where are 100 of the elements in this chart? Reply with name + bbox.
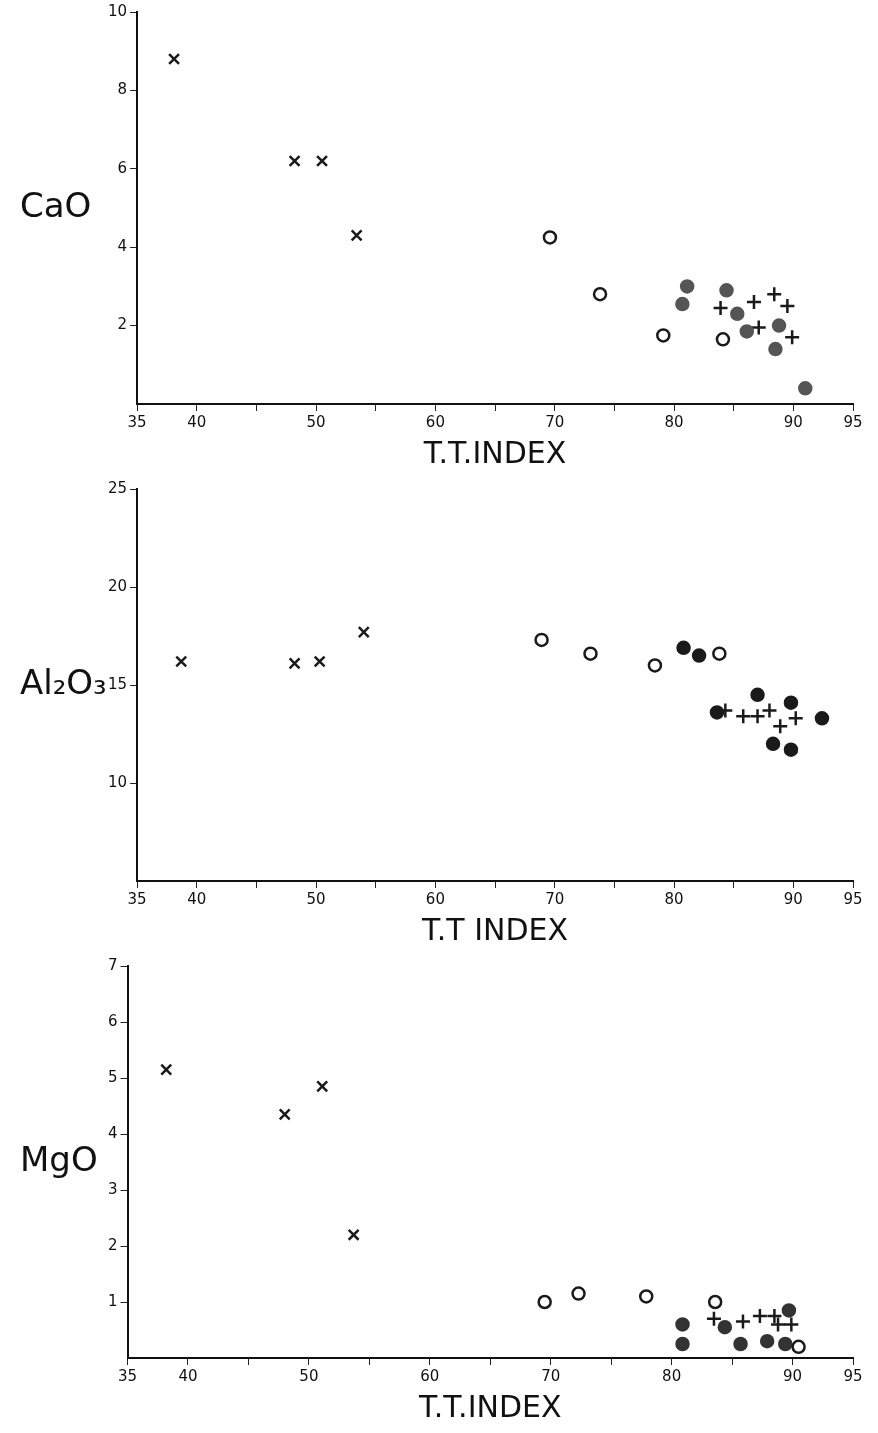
point xyxy=(814,711,830,726)
point xyxy=(750,319,767,336)
point xyxy=(679,279,695,294)
x-tick-label: 70 xyxy=(545,412,565,431)
point xyxy=(745,293,763,311)
x-axis-title: T.T.INDEX xyxy=(422,434,567,470)
point xyxy=(771,717,789,735)
point xyxy=(705,1310,723,1328)
point xyxy=(733,1336,748,1352)
point xyxy=(734,1313,752,1330)
y-axis-title: MgO xyxy=(20,1138,98,1179)
x-tick-label: 40 xyxy=(187,889,207,908)
x-axis-title: T.T INDEX xyxy=(421,911,569,947)
point xyxy=(750,687,765,703)
point xyxy=(647,658,663,673)
point xyxy=(766,285,783,303)
point xyxy=(592,286,608,302)
point xyxy=(347,1228,360,1241)
y-tick-label: 6 xyxy=(117,158,128,177)
point xyxy=(739,324,755,339)
x-tick-label: 60 xyxy=(425,889,445,908)
point xyxy=(313,655,326,668)
y-tick-label: 3 xyxy=(108,1179,118,1198)
y-tick-label: 15 xyxy=(107,674,128,693)
point xyxy=(350,229,363,242)
y-tick-label: 4 xyxy=(117,237,128,256)
x-tick-label: 50 xyxy=(306,412,326,431)
y-tick-label: 4 xyxy=(108,1123,118,1142)
y-tick-label: 10 xyxy=(107,1,128,20)
x-tick-label: 80 xyxy=(664,412,684,431)
y-tick-label: 7 xyxy=(108,955,118,974)
x-tick-label: 95 xyxy=(843,412,863,431)
x-tick-label: 60 xyxy=(425,412,445,431)
x-axis-title: T.T.INDEX xyxy=(418,1388,562,1424)
point xyxy=(783,695,799,710)
point xyxy=(717,1319,733,1335)
y-axis-title: CaO xyxy=(20,184,92,225)
x-tick-label: 40 xyxy=(178,1366,198,1385)
point xyxy=(712,299,729,317)
point xyxy=(709,705,725,720)
point xyxy=(583,646,598,661)
x-tick-label: 35 xyxy=(127,889,147,908)
x-tick-label: 50 xyxy=(306,889,326,908)
point xyxy=(771,318,787,333)
point xyxy=(675,1317,690,1332)
point xyxy=(707,1294,723,1310)
point xyxy=(719,283,734,298)
y-tick-label: 8 xyxy=(117,80,128,99)
y-tick-label: 6 xyxy=(108,1011,118,1030)
x-tick-label: 95 xyxy=(843,889,863,908)
point xyxy=(639,1289,654,1304)
point xyxy=(675,296,690,312)
x-tick-label: 70 xyxy=(541,1366,561,1385)
y-tick-label: 10 xyxy=(107,772,128,791)
point xyxy=(357,625,370,639)
point xyxy=(787,710,804,727)
point xyxy=(316,1080,329,1093)
point xyxy=(730,306,745,322)
x-tick-label: 80 xyxy=(664,889,684,908)
y-tick-label: 20 xyxy=(107,576,128,595)
x-tick-label: 60 xyxy=(420,1366,440,1385)
point xyxy=(734,708,752,725)
x-tick-label: 90 xyxy=(783,412,803,431)
point xyxy=(288,154,301,168)
point xyxy=(749,708,766,725)
point xyxy=(798,381,813,396)
y-tick-label: 2 xyxy=(117,315,128,334)
point xyxy=(765,736,781,752)
point xyxy=(675,1336,690,1352)
point xyxy=(768,341,783,357)
point xyxy=(160,1063,173,1076)
point xyxy=(167,52,181,66)
x-tick-label: 35 xyxy=(127,412,147,431)
point xyxy=(712,646,727,661)
x-tick-label: 40 xyxy=(187,412,207,431)
point xyxy=(791,1339,806,1355)
point xyxy=(783,742,799,757)
y-tick-label: 25 xyxy=(107,478,128,497)
point xyxy=(571,1286,586,1301)
point xyxy=(537,1294,552,1310)
point xyxy=(676,640,691,656)
x-tick-label: 90 xyxy=(783,1366,803,1385)
y-tick-label: 2 xyxy=(108,1235,118,1254)
x-tick-label: 70 xyxy=(545,889,565,908)
point xyxy=(761,702,778,719)
point xyxy=(779,297,796,315)
point xyxy=(759,1333,775,1349)
x-tick-label: 50 xyxy=(299,1366,319,1385)
point xyxy=(751,1307,769,1325)
point xyxy=(691,648,707,663)
point xyxy=(534,632,549,648)
x-tick-label: 90 xyxy=(783,889,803,908)
point xyxy=(783,1316,800,1333)
point xyxy=(783,329,801,346)
x-tick-label: 80 xyxy=(662,1366,682,1385)
point xyxy=(542,230,558,245)
x-tick-label: 95 xyxy=(843,1366,863,1385)
y-tick-label: 1 xyxy=(108,1291,118,1310)
y-axis-title: Al₂O₃ xyxy=(20,661,107,702)
point xyxy=(315,154,329,168)
